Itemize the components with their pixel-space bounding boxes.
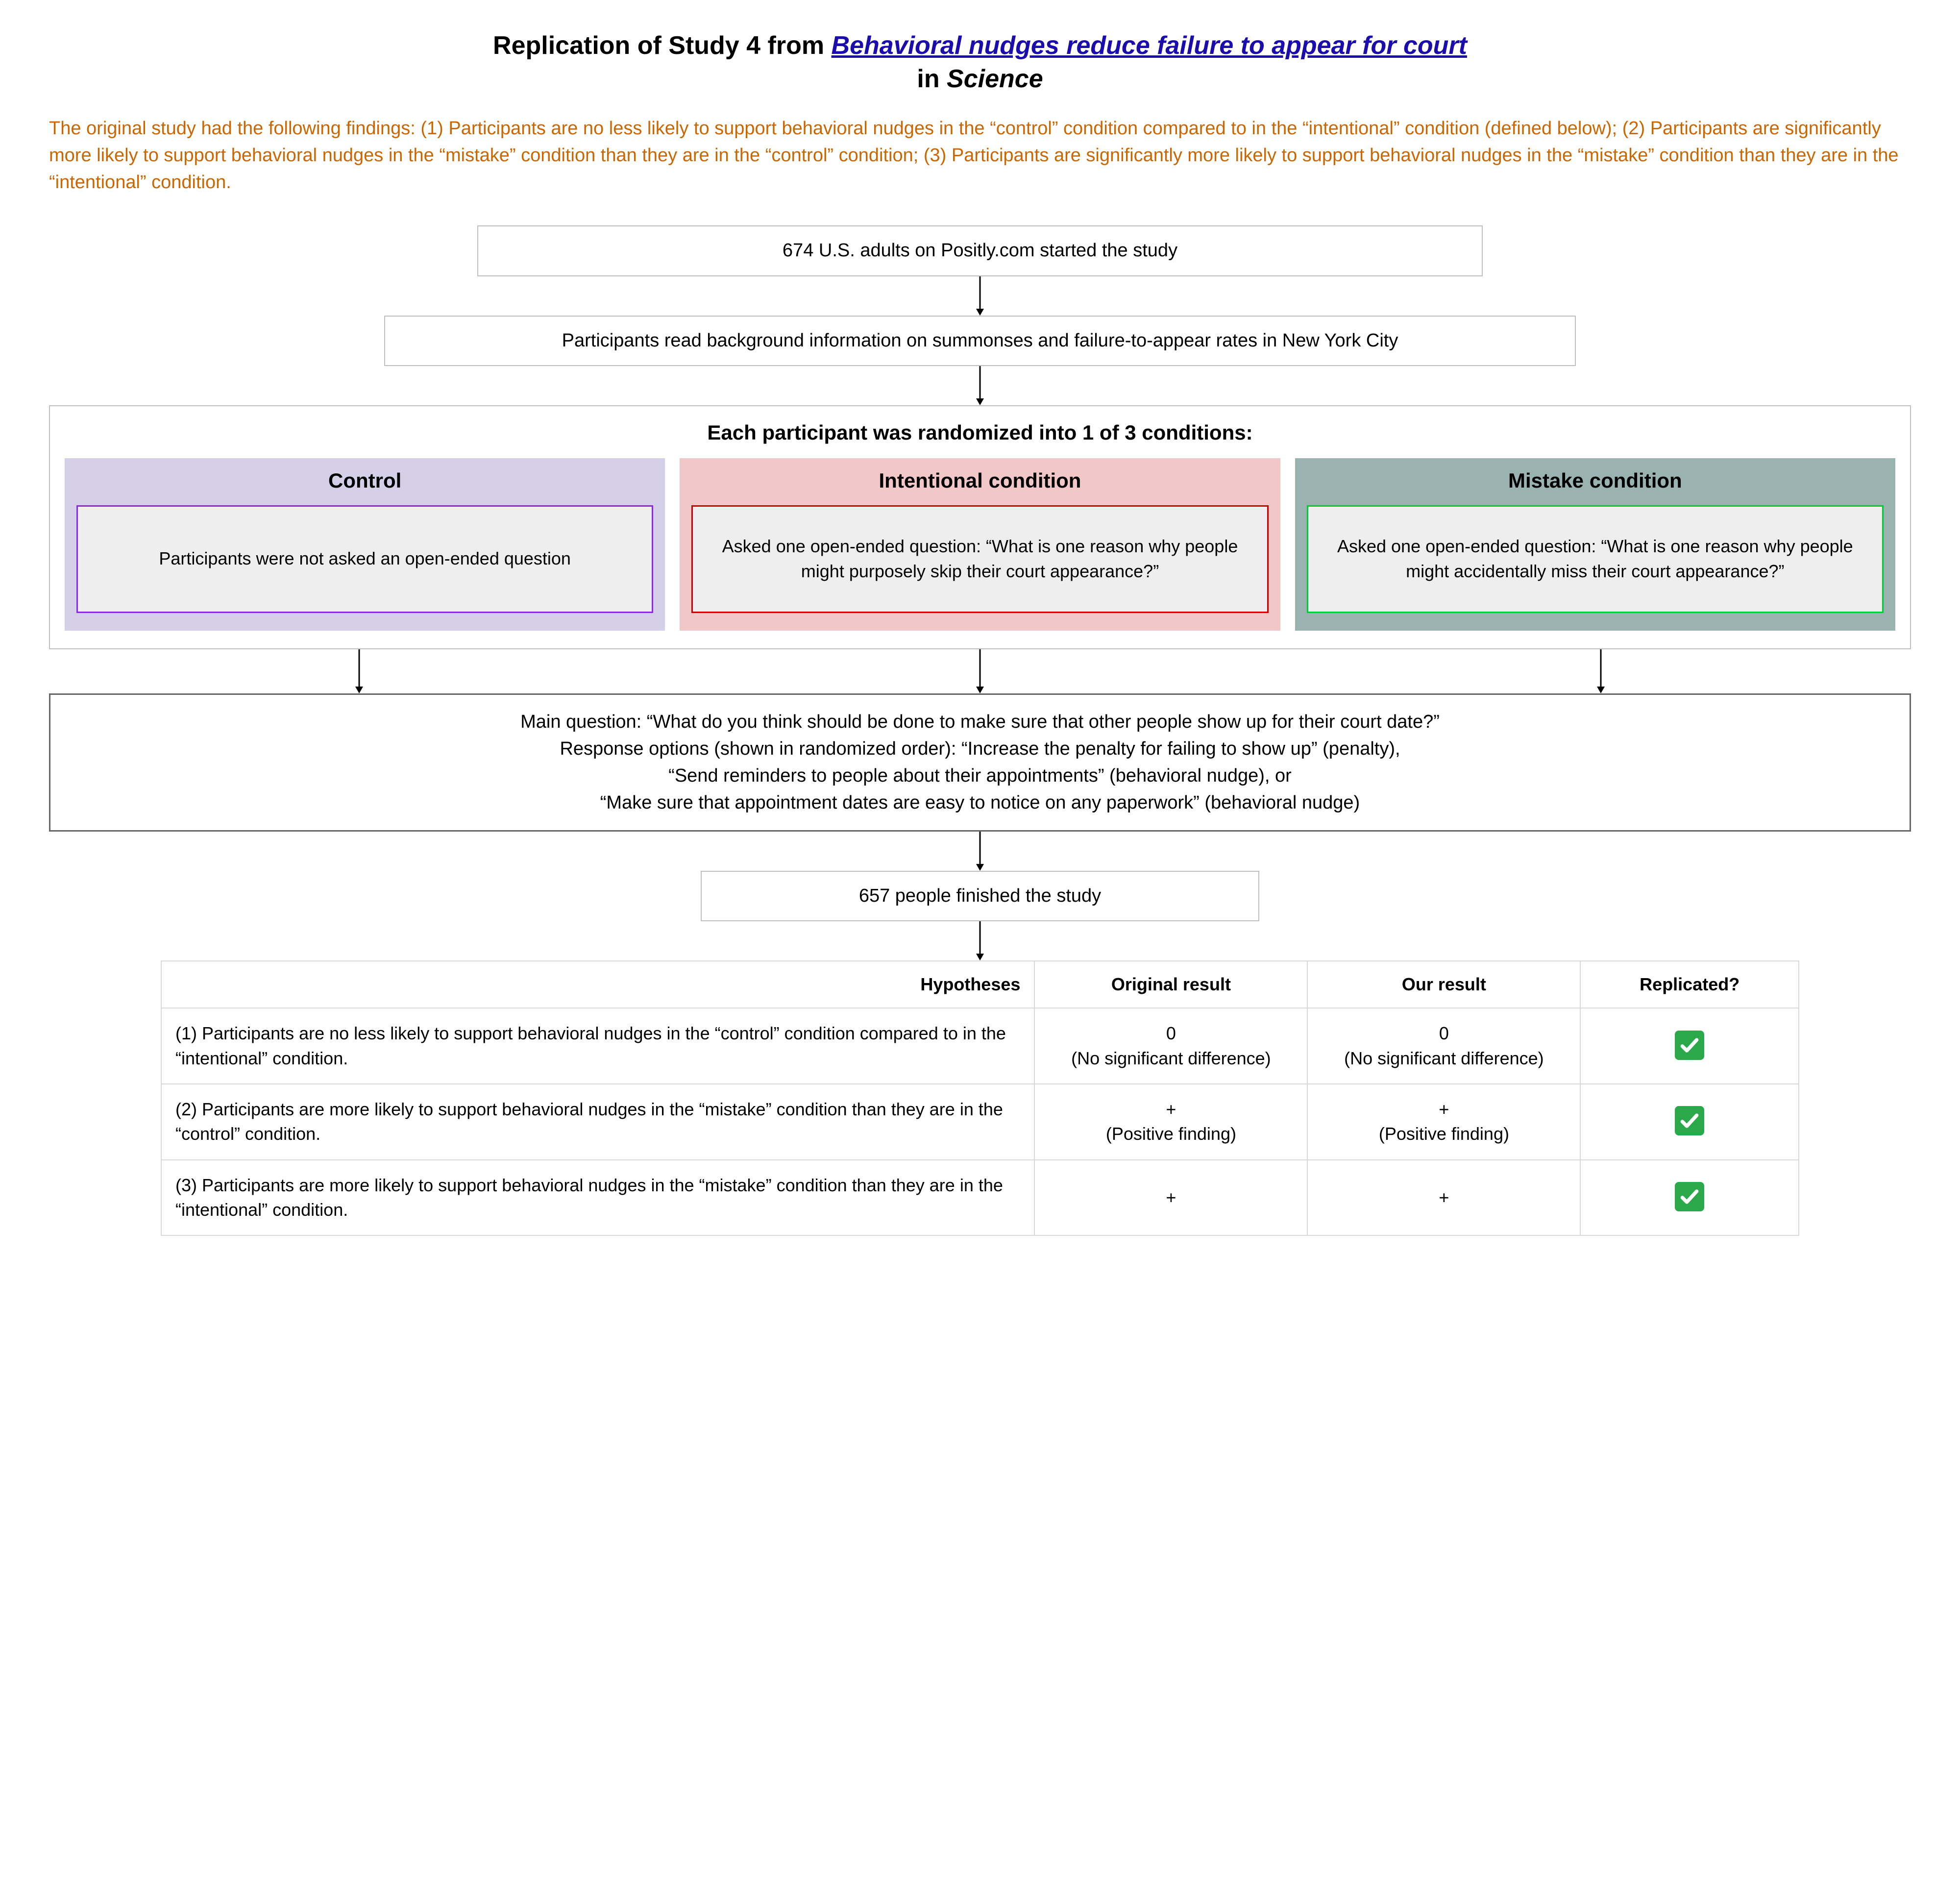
- condition-card: Intentional conditionAsked one open-ende…: [680, 458, 1280, 631]
- col-original: Original result: [1034, 961, 1307, 1008]
- title-line-1: Replication of Study 4 from Behavioral n…: [49, 29, 1911, 63]
- table-row: (3) Participants are more likely to supp…: [161, 1160, 1799, 1236]
- condition-label: Mistake condition: [1307, 458, 1884, 505]
- condition-card: ControlParticipants were not asked an op…: [65, 458, 665, 631]
- arrow-down-icon: [1290, 649, 1911, 693]
- intro-text: The original study had the following fin…: [49, 115, 1911, 196]
- condition-body: Asked one open-ended question: “What is …: [1307, 505, 1884, 613]
- original-result-cell: +(Positive finding): [1034, 1084, 1307, 1160]
- page-title-block: Replication of Study 4 from Behavioral n…: [49, 29, 1911, 96]
- condition-body: Asked one open-ended question: “What is …: [691, 505, 1268, 613]
- table-header-row: Hypotheses Original result Our result Re…: [161, 961, 1799, 1008]
- study-title-link[interactable]: Behavioral nudges reduce failure to appe…: [832, 31, 1467, 60]
- journal-name: Science: [947, 65, 1043, 93]
- main-question-line: “Make sure that appointment dates are ea…: [70, 789, 1890, 816]
- original-result-cell: 0(No significant difference): [1034, 1008, 1307, 1084]
- arrow-down-icon: [670, 649, 1291, 693]
- hypothesis-cell: (1) Participants are no less likely to s…: [161, 1008, 1034, 1084]
- condition-body: Participants were not asked an open-ende…: [76, 505, 653, 613]
- arrow-down-icon: [49, 649, 670, 693]
- title-prefix: Replication of Study 4 from: [493, 31, 832, 60]
- col-ours: Our result: [1307, 961, 1580, 1008]
- replicated-cell: [1580, 1008, 1799, 1084]
- hypothesis-cell: (3) Participants are more likely to supp…: [161, 1160, 1034, 1236]
- original-result-cell: +: [1034, 1160, 1307, 1236]
- conditions-container: Each participant was randomized into 1 o…: [49, 405, 1911, 649]
- condition-label: Control: [76, 458, 653, 505]
- arrow-down-icon: [974, 832, 986, 871]
- flow-step-1: 674 U.S. adults on Positly.com started t…: [477, 225, 1483, 276]
- flow-step-2: Participants read background information…: [384, 316, 1576, 366]
- arrow-down-icon: [974, 921, 986, 960]
- main-question-line: Response options (shown in randomized or…: [70, 736, 1890, 763]
- col-hypotheses: Hypotheses: [161, 961, 1034, 1008]
- results-table: Hypotheses Original result Our result Re…: [161, 960, 1799, 1236]
- title-in: in: [917, 65, 947, 93]
- our-result-cell: +(Positive finding): [1307, 1084, 1580, 1160]
- table-row: (2) Participants are more likely to supp…: [161, 1084, 1799, 1160]
- check-icon: [1675, 1031, 1704, 1060]
- table-row: (1) Participants are no less likely to s…: [161, 1008, 1799, 1084]
- title-line-2: in Science: [49, 63, 1911, 96]
- main-question-box: Main question: “What do you think should…: [49, 693, 1911, 832]
- check-icon: [1675, 1106, 1704, 1135]
- three-arrows: [49, 649, 1911, 693]
- col-replicated: Replicated?: [1580, 961, 1799, 1008]
- replicated-cell: [1580, 1160, 1799, 1236]
- conditions-title: Each participant was randomized into 1 o…: [65, 421, 1895, 444]
- main-question-line: Main question: “What do you think should…: [70, 709, 1890, 736]
- arrow-down-icon: [974, 366, 986, 405]
- main-question-line: “Send reminders to people about their ap…: [70, 763, 1890, 789]
- our-result-cell: 0(No significant difference): [1307, 1008, 1580, 1084]
- flowchart: 674 U.S. adults on Positly.com started t…: [49, 225, 1911, 1236]
- our-result-cell: +: [1307, 1160, 1580, 1236]
- conditions-row: ControlParticipants were not asked an op…: [65, 458, 1895, 631]
- flow-finished: 657 people finished the study: [701, 871, 1259, 921]
- check-icon: [1675, 1182, 1704, 1211]
- condition-label: Intentional condition: [691, 458, 1268, 505]
- hypothesis-cell: (2) Participants are more likely to supp…: [161, 1084, 1034, 1160]
- condition-card: Mistake conditionAsked one open-ended qu…: [1295, 458, 1895, 631]
- arrow-down-icon: [974, 276, 986, 316]
- replicated-cell: [1580, 1084, 1799, 1160]
